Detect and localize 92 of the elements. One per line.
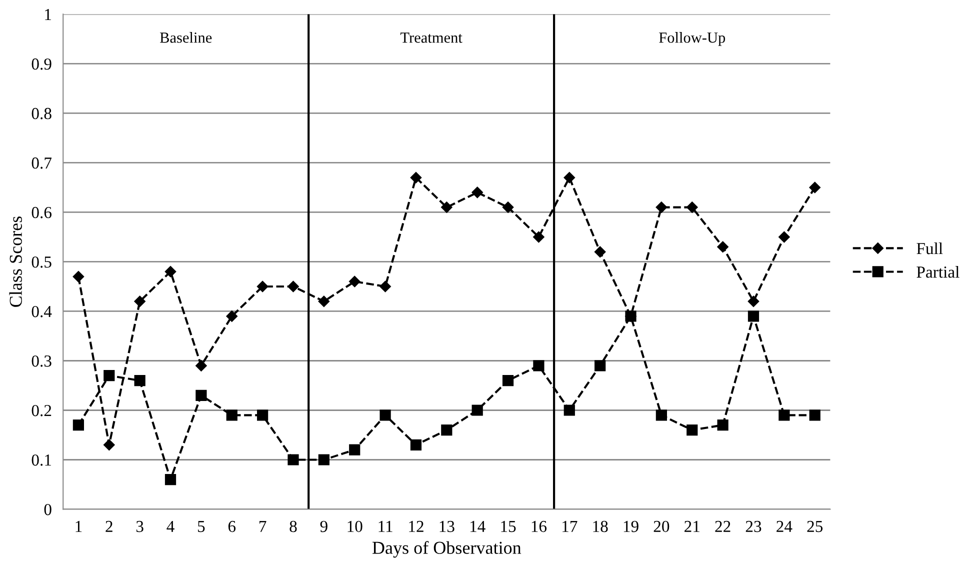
x-tick-label: 20 <box>654 520 670 532</box>
x-tick-label: 25 <box>807 520 823 532</box>
point <box>472 186 483 198</box>
point <box>778 231 790 243</box>
y-tick-label: 0.8 <box>32 108 52 120</box>
point <box>656 410 667 421</box>
point <box>104 439 115 451</box>
x-tick-label: 24 <box>776 520 792 532</box>
y-tick-label: 0.7 <box>32 157 52 169</box>
point <box>625 310 636 322</box>
point <box>748 310 760 322</box>
point <box>717 241 728 252</box>
x-tick-label: 9 <box>320 520 328 532</box>
x-tick-label: 14 <box>470 520 486 532</box>
x-tick-label: 2 <box>106 520 112 532</box>
point <box>196 390 207 401</box>
annotation: Follow-Up <box>659 32 726 46</box>
x-tick-label: 10 <box>348 520 362 532</box>
point <box>318 296 330 307</box>
x-tick-label: 22 <box>715 520 730 532</box>
point <box>349 276 360 288</box>
x-tick-label: 5 <box>198 521 205 532</box>
y-tick-label: 0.4 <box>32 306 52 318</box>
point <box>164 266 176 278</box>
point <box>257 410 268 421</box>
point <box>164 474 176 486</box>
x-tick-label: 18 <box>593 520 608 532</box>
y-tick-label: 0 <box>44 504 52 516</box>
point <box>134 374 146 386</box>
point <box>502 202 514 213</box>
point <box>564 172 575 184</box>
point <box>288 280 299 292</box>
legend-label: Full <box>916 242 943 254</box>
x-tick-label: 8 <box>290 520 297 532</box>
y-tick-label: 0.6 <box>32 206 52 218</box>
point <box>778 410 790 421</box>
x-tick-label: 7 <box>259 521 266 532</box>
y-tick-label: 1 <box>45 9 52 20</box>
x-tick-label: 17 <box>562 520 578 532</box>
x-tick-label: 19 <box>624 520 638 532</box>
point <box>594 360 606 372</box>
y-tick-label: 0.9 <box>32 58 52 70</box>
x-tick-label: 23 <box>746 520 762 532</box>
point <box>196 360 207 372</box>
x-tick-label: 3 <box>136 520 144 532</box>
x-tick-label: 1 <box>76 520 82 532</box>
point <box>256 280 268 292</box>
point <box>686 202 698 213</box>
point <box>594 246 606 258</box>
point <box>410 439 422 450</box>
y-tick-label: 0.3 <box>32 355 52 367</box>
y-tick-label: 0.2 <box>32 404 52 416</box>
point <box>533 360 544 372</box>
point <box>349 444 360 456</box>
point <box>717 420 728 431</box>
y-tick-label: 0.5 <box>32 256 52 268</box>
point <box>226 310 238 322</box>
point <box>104 370 115 382</box>
point <box>533 231 544 243</box>
y-tick-label: 0.1 <box>32 454 52 466</box>
x-axis-title: Days of Observation <box>372 541 522 558</box>
point <box>410 172 422 184</box>
point <box>72 270 84 282</box>
point <box>134 296 146 307</box>
x-tick-label: 6 <box>228 520 236 532</box>
x-tick-label: 21 <box>684 520 700 532</box>
point <box>226 410 238 421</box>
point <box>564 404 575 416</box>
x-tick-label: 15 <box>501 520 516 532</box>
annotation: Treatment <box>400 32 462 43</box>
annotation: Baseline <box>160 32 212 43</box>
x-tick-label: 16 <box>532 520 547 532</box>
x-tick-label: 4 <box>166 520 174 532</box>
point <box>656 202 668 213</box>
point <box>748 296 760 307</box>
legend-label: Partial <box>916 266 960 278</box>
point <box>72 420 84 431</box>
point <box>809 410 820 421</box>
point <box>809 182 820 194</box>
point <box>441 202 452 213</box>
point <box>472 404 483 416</box>
point <box>288 454 299 466</box>
x-tick-label: 12 <box>409 520 424 532</box>
x-tick-label: 13 <box>440 520 454 532</box>
point <box>380 280 391 292</box>
point <box>686 424 698 436</box>
point <box>441 424 452 436</box>
point <box>318 454 330 466</box>
point <box>380 410 391 421</box>
point <box>502 374 514 386</box>
x-tick-label: 11 <box>378 520 392 532</box>
y-axis-title: Class Scores <box>9 216 22 307</box>
